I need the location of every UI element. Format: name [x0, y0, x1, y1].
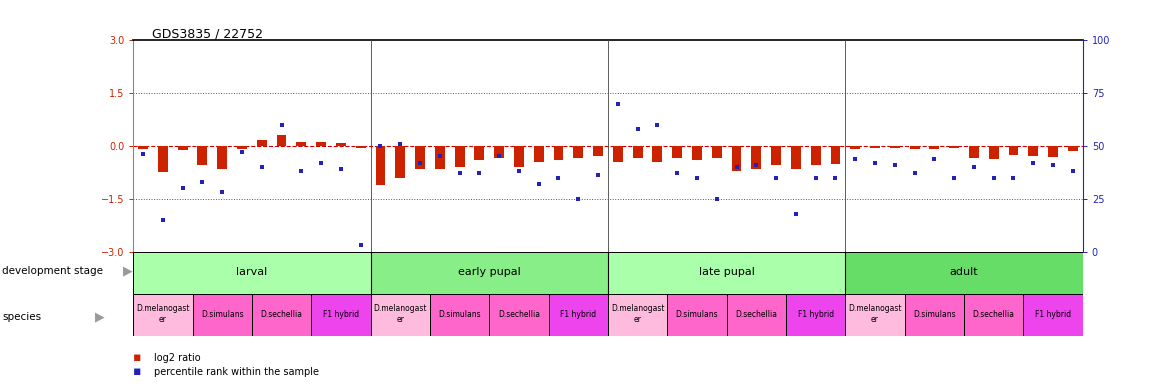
Text: D.simulans: D.simulans	[675, 310, 718, 319]
Text: F1 hybrid: F1 hybrid	[560, 310, 596, 319]
Text: D.melanogast
er: D.melanogast er	[611, 305, 665, 324]
Bar	[727, 294, 786, 336]
Text: late pupal: late pupal	[698, 267, 755, 277]
Bar	[969, 146, 979, 158]
Bar	[138, 146, 148, 149]
Bar	[850, 146, 860, 149]
Bar	[430, 294, 489, 336]
Bar	[435, 146, 445, 169]
Bar	[632, 146, 643, 158]
Bar	[133, 252, 371, 294]
Text: F1 hybrid: F1 hybrid	[798, 310, 834, 319]
Bar	[192, 294, 252, 336]
Bar	[950, 146, 959, 148]
Text: ▪: ▪	[133, 365, 141, 378]
Bar	[989, 146, 998, 159]
Bar	[316, 142, 327, 146]
Text: D.simulans: D.simulans	[200, 310, 243, 319]
Bar	[608, 252, 845, 294]
Text: early pupal: early pupal	[457, 267, 521, 277]
Text: F1 hybrid: F1 hybrid	[1035, 310, 1071, 319]
Bar	[692, 146, 702, 160]
Text: D.sechellia: D.sechellia	[735, 310, 777, 319]
Text: log2 ratio: log2 ratio	[154, 353, 200, 363]
Bar	[593, 146, 603, 157]
Text: D.melanogast
er: D.melanogast er	[374, 305, 427, 324]
Text: ▶: ▶	[95, 310, 104, 323]
Text: D.sechellia: D.sechellia	[498, 310, 540, 319]
Bar	[1009, 146, 1018, 155]
Bar	[613, 146, 623, 162]
Bar	[371, 294, 430, 336]
Bar	[237, 146, 247, 149]
Text: D.sechellia: D.sechellia	[261, 310, 302, 319]
Text: D.melanogast
er: D.melanogast er	[137, 305, 190, 324]
Bar	[673, 146, 682, 158]
Bar	[573, 146, 584, 158]
Text: ▶: ▶	[123, 264, 132, 277]
Bar	[1028, 146, 1039, 156]
Bar	[336, 143, 346, 146]
Text: D.simulans: D.simulans	[913, 310, 955, 319]
Bar	[356, 146, 366, 148]
Bar	[415, 146, 425, 169]
Bar	[534, 146, 543, 162]
Bar	[252, 294, 312, 336]
Bar	[889, 146, 900, 148]
Text: adult: adult	[950, 267, 979, 277]
Bar	[963, 294, 1024, 336]
Bar	[830, 146, 841, 164]
Bar	[371, 252, 608, 294]
Bar	[904, 294, 963, 336]
Bar	[296, 142, 306, 146]
Bar	[257, 140, 266, 146]
Text: D.sechellia: D.sechellia	[973, 310, 1014, 319]
Bar	[712, 146, 721, 158]
Text: D.simulans: D.simulans	[438, 310, 481, 319]
Bar	[771, 146, 780, 165]
Bar	[177, 146, 188, 150]
Bar	[489, 294, 549, 336]
Bar	[395, 146, 405, 178]
Bar	[1024, 294, 1083, 336]
Text: F1 hybrid: F1 hybrid	[323, 310, 359, 319]
Bar	[312, 294, 371, 336]
Bar	[198, 146, 207, 165]
Bar	[667, 294, 726, 336]
Bar	[870, 146, 880, 148]
Bar	[652, 146, 662, 162]
Bar	[786, 294, 845, 336]
Bar	[514, 146, 523, 167]
Bar	[791, 146, 801, 169]
Text: development stage: development stage	[2, 266, 103, 276]
Text: ▪: ▪	[133, 351, 141, 364]
Bar	[455, 146, 464, 167]
Bar	[157, 146, 168, 172]
Text: D.melanogast
er: D.melanogast er	[849, 305, 902, 324]
Bar	[133, 294, 192, 336]
Bar	[811, 146, 821, 165]
Bar	[277, 136, 286, 146]
Bar	[554, 146, 564, 160]
Bar	[1068, 146, 1078, 151]
Bar	[375, 146, 386, 185]
Bar	[1048, 146, 1058, 157]
Bar	[549, 294, 608, 336]
Text: percentile rank within the sample: percentile rank within the sample	[154, 367, 318, 377]
Bar	[732, 146, 741, 170]
Bar	[910, 146, 919, 149]
Text: GDS3835 / 22752: GDS3835 / 22752	[152, 27, 263, 40]
Text: species: species	[2, 312, 42, 322]
Text: larval: larval	[236, 267, 267, 277]
Bar	[218, 146, 227, 169]
Bar	[845, 252, 1083, 294]
Bar	[752, 146, 761, 169]
Bar	[845, 294, 904, 336]
Bar	[494, 146, 504, 158]
Bar	[608, 294, 667, 336]
Bar	[475, 146, 484, 160]
Bar	[930, 146, 939, 149]
